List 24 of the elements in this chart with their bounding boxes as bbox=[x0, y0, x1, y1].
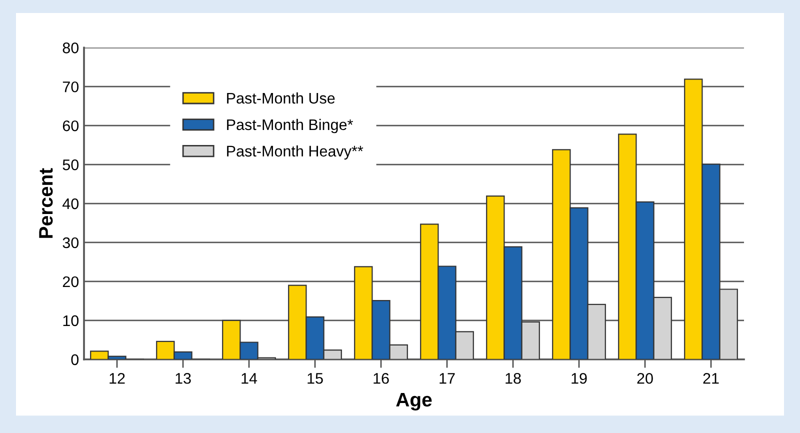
y-tick-label: 70 bbox=[62, 81, 79, 92]
x-tick-label: 20 bbox=[637, 372, 653, 384]
y-axis-title: Percent bbox=[39, 168, 53, 238]
x-tick-label: 17 bbox=[440, 373, 455, 384]
y-tick-label: 0 bbox=[71, 354, 79, 366]
x-tick-label: 12 bbox=[110, 372, 125, 384]
x-tick-label: 16 bbox=[374, 372, 389, 384]
x-axis-title: Age bbox=[396, 393, 432, 411]
y-tick-label: 80 bbox=[62, 42, 79, 54]
x-tick-label: 18 bbox=[506, 372, 521, 384]
x-tick-label: 14 bbox=[242, 373, 258, 384]
y-tick-label: 20 bbox=[62, 276, 79, 288]
x-tick-label: 15 bbox=[308, 373, 323, 384]
y-tick-label: 30 bbox=[62, 237, 79, 248]
y-tick-label: 10 bbox=[63, 315, 79, 326]
y-tick-label: 40 bbox=[62, 198, 79, 210]
y-tick-label: 50 bbox=[62, 159, 79, 170]
legend-label: Past-Month Heavy** bbox=[227, 145, 364, 160]
legend-label: Past-Month Use bbox=[227, 92, 335, 104]
x-tick-label: 21 bbox=[703, 372, 719, 384]
x-tick-label: 19 bbox=[572, 372, 587, 384]
x-tick-label: 13 bbox=[176, 372, 191, 384]
legend-label: Past-Month Binge* bbox=[227, 118, 353, 134]
y-tick-label: 60 bbox=[62, 120, 79, 132]
